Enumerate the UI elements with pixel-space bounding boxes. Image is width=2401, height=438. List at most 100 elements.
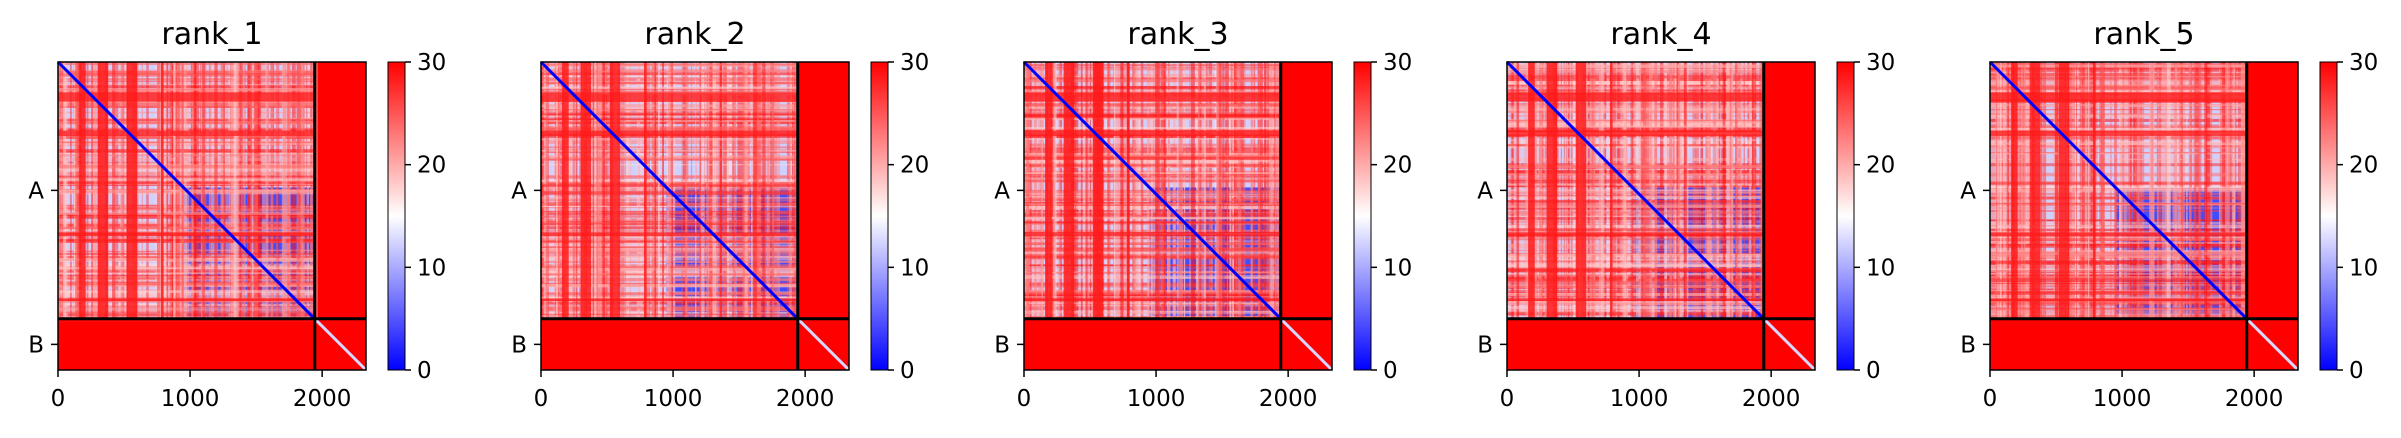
heatmap-stripe xyxy=(1990,242,2247,244)
heatmap-stripe xyxy=(770,62,773,319)
heatmap-stripe xyxy=(1507,218,1764,220)
heatmap-stripe xyxy=(792,62,794,319)
heatmap-stripe xyxy=(1507,231,1764,233)
heatmap-stripe xyxy=(1507,278,1764,282)
heatmap-stripe xyxy=(1990,108,2247,111)
heatmap-stripe xyxy=(1507,216,1764,219)
heatmap-stripe xyxy=(1507,69,1764,74)
heatmap-stripe xyxy=(58,177,315,181)
heatmap-stripe xyxy=(1024,138,1281,140)
heatmap-stripe xyxy=(756,62,760,319)
heatmap-stripe xyxy=(1990,70,2247,75)
heatmap-stripe xyxy=(1507,277,1764,280)
heatmap-band xyxy=(1024,92,1281,102)
colorbar-tick-label: 20 xyxy=(900,153,929,179)
heatmap-stripe xyxy=(1990,67,2247,70)
heatmap-stripe xyxy=(1507,119,1764,121)
heatmap-stripe xyxy=(1507,204,1764,208)
heatmap-stripe xyxy=(1990,250,2247,253)
heatmap-stripe xyxy=(1113,62,1116,319)
heatmap-stripe xyxy=(1024,296,1281,298)
heatmap-stripe xyxy=(1176,62,1179,319)
heatmap-stripe xyxy=(1024,222,1281,224)
heatmap-stripe xyxy=(1507,224,1764,227)
heatmap-stripe xyxy=(1216,62,1219,319)
heatmap-stripe xyxy=(541,313,798,315)
heatmap-stripe xyxy=(1990,273,2247,276)
heatmap-stripe xyxy=(1507,145,1764,149)
heatmap-stripe xyxy=(58,73,315,77)
heatmap-stripe xyxy=(1990,269,2247,273)
heatmap-stripe xyxy=(739,62,744,319)
heatmap-stripe xyxy=(1990,277,2247,280)
heatmap-stripe xyxy=(2040,62,2043,319)
heatmap-stripe xyxy=(1995,62,1998,319)
heatmap-stripe xyxy=(1507,75,1764,79)
heatmap-stripe xyxy=(1238,62,1242,319)
heatmap-stripe xyxy=(1507,207,1764,210)
heatmap-stripe xyxy=(1024,177,1281,180)
heatmap-stripe xyxy=(1024,249,1281,253)
heatmap-stripe xyxy=(1990,158,2247,160)
colorbar xyxy=(1353,61,1372,371)
heatmap-stripe xyxy=(1024,275,1281,279)
heatmap-stripe xyxy=(1275,62,1277,319)
heatmap-stripe xyxy=(541,296,798,300)
heatmap-stripe xyxy=(1516,62,1520,319)
heatmap-stripe xyxy=(1053,62,1057,319)
heatmap-stripe xyxy=(1995,62,2000,319)
heatmap-band xyxy=(126,62,138,319)
heatmap-stripe xyxy=(556,62,558,319)
heatmap-stripe xyxy=(1722,62,1726,319)
heatmap-stripe xyxy=(58,272,315,275)
heatmap-stripe xyxy=(1024,173,1281,177)
y-tick-label: B xyxy=(28,332,44,358)
heatmap-stripe xyxy=(1507,256,1764,260)
heatmap-stripe xyxy=(1024,293,1281,298)
heatmap-stripe xyxy=(1990,75,2247,78)
heatmap-stripe xyxy=(1990,272,2247,274)
heatmap-stripe xyxy=(1654,62,1658,319)
heatmap-stripe xyxy=(1507,200,1764,204)
heatmap-stripe xyxy=(2233,62,2235,319)
heatmap-stripe xyxy=(1507,215,1764,218)
heatmap-stripe xyxy=(1107,62,1111,319)
heatmap-stripe xyxy=(681,62,683,319)
axes-frame xyxy=(1506,61,1816,371)
heatmap-band xyxy=(1990,130,2247,136)
heatmap-stripe xyxy=(596,62,598,319)
heatmap-band xyxy=(1528,62,1535,319)
heatmap-stripe xyxy=(1990,293,2247,298)
heatmap-stripe xyxy=(543,62,547,319)
heatmap-stripe xyxy=(1990,221,2247,225)
chart-title: rank_1 xyxy=(161,17,262,52)
heatmap-stripe xyxy=(1990,283,2247,285)
heatmap-stripe xyxy=(1712,62,1717,319)
heatmap-stripe xyxy=(1024,68,1281,71)
heatmap-stripe xyxy=(1507,289,1764,294)
heatmap-stripe xyxy=(1024,157,1281,159)
heatmap-stripe xyxy=(58,253,315,255)
heatmap-stripe xyxy=(1507,73,1764,76)
heatmap-band xyxy=(1507,130,1764,136)
heatmap-diagonal-chainB xyxy=(1279,317,1334,372)
heatmap-band xyxy=(1990,298,2247,302)
heatmap-stripe xyxy=(1990,136,2247,140)
colorbar-tick-label: 20 xyxy=(1866,153,1895,179)
colorbar xyxy=(1836,61,1855,371)
heatmap-stripe xyxy=(58,307,315,311)
heatmap-stripe xyxy=(1990,210,2247,212)
heatmap-stripe xyxy=(1024,310,1281,315)
heatmap-stripe xyxy=(1226,62,1229,319)
heatmap-stripe xyxy=(1990,64,2247,68)
heatmap-stripe xyxy=(2072,62,2075,319)
heatmap-stripe xyxy=(2241,62,2244,319)
heatmap-stripe xyxy=(2054,62,2058,319)
heatmap-stripe xyxy=(1507,125,1764,128)
heatmap-stripe xyxy=(58,141,315,144)
heatmap-stripe xyxy=(58,135,315,139)
heatmap-stripe xyxy=(1024,113,1281,118)
heatmap-stripe xyxy=(541,90,798,93)
heatmap-band xyxy=(1990,92,2247,102)
heatmap-band xyxy=(1546,62,1558,319)
